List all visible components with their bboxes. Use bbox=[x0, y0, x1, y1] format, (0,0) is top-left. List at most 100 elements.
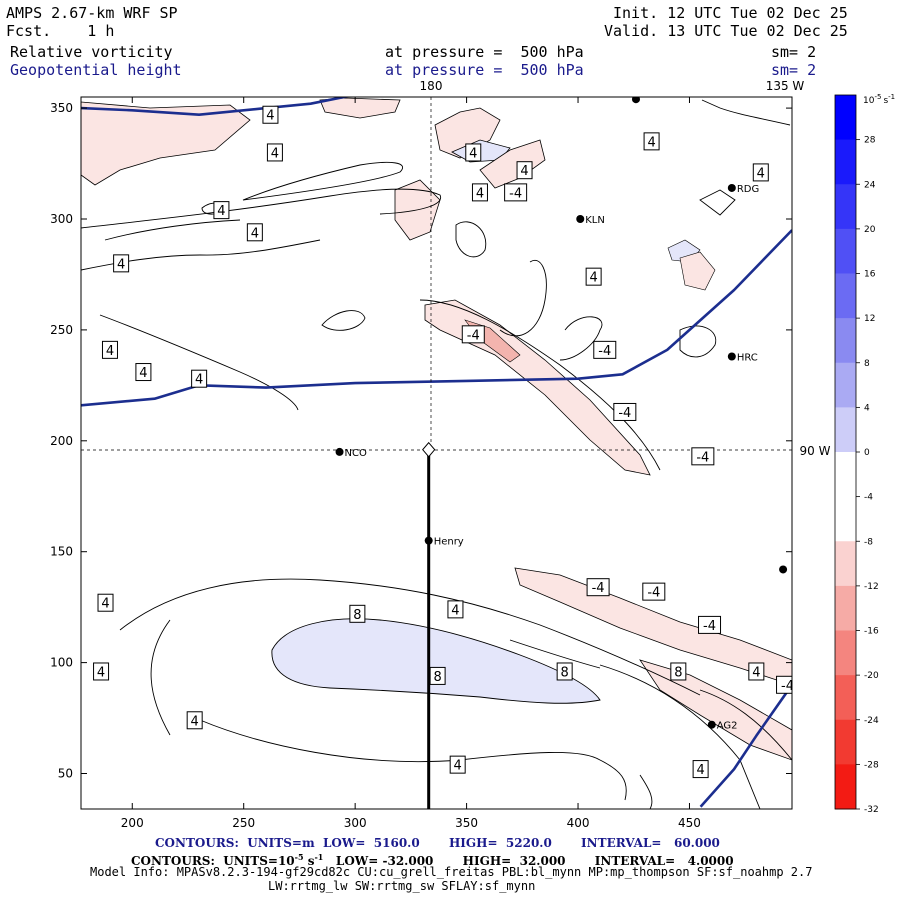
contour-label: 4 bbox=[135, 363, 152, 382]
vort-contour bbox=[679, 325, 717, 358]
contour-label-text: -4 bbox=[781, 679, 794, 694]
contour-label-box bbox=[800, 727, 815, 744]
contour-label-text: 4 bbox=[469, 146, 477, 161]
vort-contour bbox=[150, 619, 171, 736]
contour-label-box bbox=[585, 267, 602, 286]
contour-label: 4 bbox=[447, 600, 464, 619]
x-tick-label: 400 bbox=[567, 816, 590, 830]
contour-label-box bbox=[748, 662, 765, 681]
contour-label-text: 4 bbox=[454, 759, 462, 774]
contour-label: -4 bbox=[461, 325, 485, 344]
height-contours bbox=[81, 97, 792, 808]
vort-contour bbox=[199, 719, 627, 801]
field1-smoothing: sm= 2 bbox=[771, 43, 817, 61]
lon-label-135w: 135 W bbox=[766, 79, 805, 93]
contour-label: -4 bbox=[698, 615, 722, 634]
contour-label-text: 8 bbox=[674, 665, 682, 680]
height-contour-line bbox=[81, 97, 351, 116]
vort-contour bbox=[499, 259, 547, 337]
contour-label-box bbox=[752, 163, 769, 182]
station-label: HRC bbox=[737, 353, 758, 364]
colorbar-tick-label: -28 bbox=[864, 760, 879, 770]
contour-label: 4 bbox=[449, 755, 466, 774]
colorbar-tick-label: -8 bbox=[864, 537, 873, 547]
contour-label-text: 4 bbox=[106, 344, 114, 359]
colorbar-swatch bbox=[835, 452, 856, 498]
contour-label: 4 bbox=[752, 163, 769, 182]
y-tick-label: 50 bbox=[58, 767, 73, 781]
contour-label: 4 bbox=[213, 201, 230, 220]
contour-label-text: -4 bbox=[618, 406, 631, 421]
colorbar-swatch bbox=[835, 273, 856, 319]
plot-frame bbox=[80, 96, 793, 810]
shade-right-band bbox=[514, 567, 792, 686]
station-label: RDG bbox=[737, 184, 759, 195]
x-axis: 200 250 300 350 400 450 bbox=[121, 97, 701, 830]
contour-label-box bbox=[97, 593, 114, 612]
contour-label-box bbox=[698, 615, 722, 634]
contour-label-box bbox=[776, 675, 792, 694]
contour-label-box bbox=[262, 105, 279, 124]
contour-label-text: 4 bbox=[117, 257, 125, 272]
contour-label: 4 bbox=[800, 727, 815, 745]
contour-label: 8 bbox=[556, 662, 573, 681]
contour-label: -4 bbox=[799, 730, 821, 748]
contour-label: 4 bbox=[516, 161, 533, 180]
contour-label-text: -4 bbox=[592, 581, 605, 596]
contour-label: 4 bbox=[101, 340, 118, 359]
colorbar-swatch bbox=[835, 541, 856, 587]
vort-contour bbox=[639, 774, 653, 809]
field2-smoothing: sm= 2 bbox=[771, 61, 817, 79]
contour-label: -4 bbox=[586, 578, 610, 597]
contour-label-box bbox=[266, 143, 283, 162]
y-axis: 50 100 150 200 250 300 350 bbox=[50, 101, 792, 781]
vort-contour bbox=[559, 316, 603, 361]
forecast-hour: Fcst. 1 h bbox=[6, 22, 115, 40]
contour-label-box bbox=[429, 666, 446, 685]
contour-label: -4 bbox=[613, 402, 637, 421]
colorbar-swatch bbox=[835, 630, 856, 676]
colorbar-tick-label: 4 bbox=[864, 403, 870, 413]
contour-label-box bbox=[643, 132, 660, 151]
contour-label-text: 4 bbox=[589, 271, 597, 286]
station-marker bbox=[727, 352, 736, 361]
y-tick-label: 350 bbox=[50, 101, 73, 115]
x-tick-label: 250 bbox=[232, 816, 255, 830]
contour-label: 4 bbox=[246, 223, 263, 242]
colorbar-tick-label: 28 bbox=[864, 136, 876, 146]
contour-label: 8 bbox=[349, 604, 366, 623]
x-tick-label: 300 bbox=[344, 816, 367, 830]
vort-contour bbox=[455, 221, 487, 258]
colorbar-tick-label: -4 bbox=[864, 493, 873, 503]
colorbar-tick-label: -20 bbox=[864, 671, 879, 681]
contour-label: 4 bbox=[748, 662, 765, 681]
contour-label-text: 4 bbox=[195, 373, 203, 388]
vort-contour bbox=[419, 299, 661, 471]
vort-contour bbox=[242, 161, 403, 201]
contour-label: 4 bbox=[585, 267, 602, 286]
station-label: KLN bbox=[585, 215, 605, 226]
contour-label: 8 bbox=[670, 662, 687, 681]
contour-label-text: -4 bbox=[814, 617, 827, 632]
cross-section-marker bbox=[422, 441, 436, 458]
shade-upper-mid bbox=[434, 107, 501, 159]
contour-label: 4 bbox=[262, 105, 279, 124]
contour-label-text: 4 bbox=[97, 665, 105, 680]
contour-label-box bbox=[642, 582, 666, 601]
colorbar-title: 10-5 s-1 bbox=[863, 93, 895, 106]
vort-contour bbox=[99, 314, 299, 411]
contour-label-box bbox=[135, 363, 152, 382]
contour-label-box bbox=[213, 201, 230, 220]
field2-name: Geopotential height bbox=[10, 61, 182, 79]
contour-label: 4 bbox=[266, 143, 283, 162]
contour-label-text: 4 bbox=[476, 186, 484, 201]
station-label: NCO bbox=[345, 448, 367, 459]
contour-label-text: 4 bbox=[251, 226, 259, 241]
shade-neg-ellipse bbox=[271, 618, 601, 704]
colorbar-tick-label: 12 bbox=[864, 314, 875, 324]
vort-contour bbox=[599, 664, 761, 809]
lon-label-90w: 90 W bbox=[800, 444, 831, 458]
colorbar-tick-label: 8 bbox=[864, 359, 870, 369]
